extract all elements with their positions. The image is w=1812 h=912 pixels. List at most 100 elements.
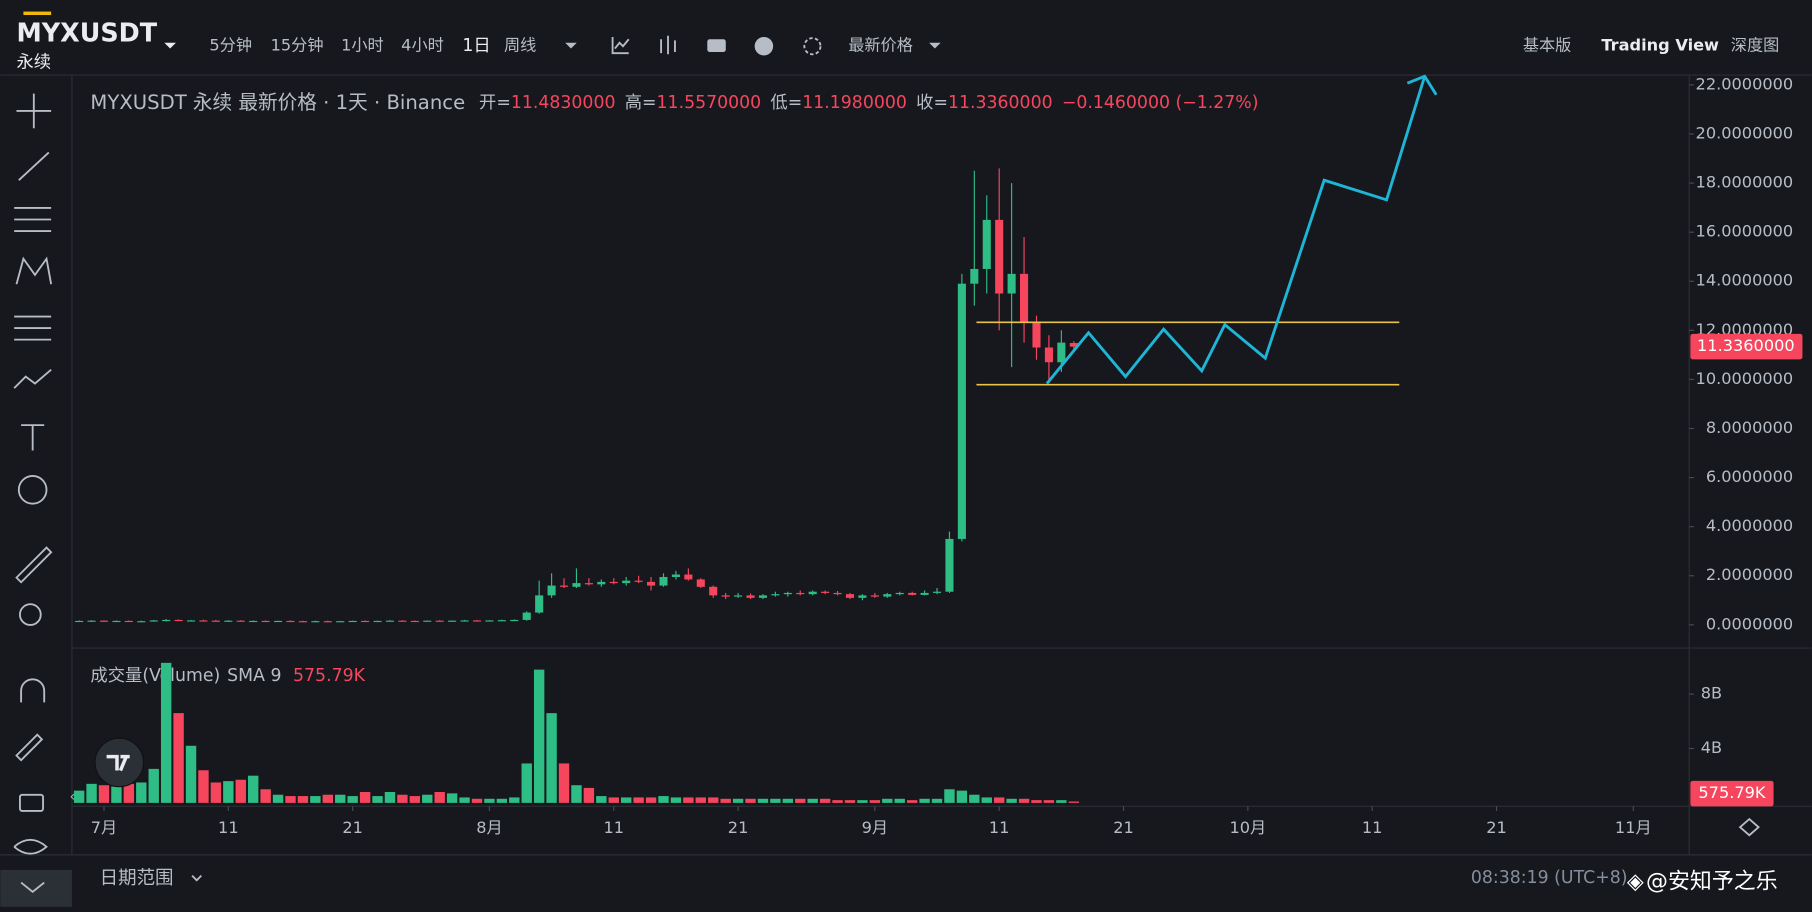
volume-bar <box>546 713 557 803</box>
candle-body <box>634 580 643 582</box>
user-drawings <box>976 74 1438 386</box>
volume-bar <box>285 796 296 803</box>
candle-body <box>995 219 1004 294</box>
volume-bar <box>931 798 943 803</box>
tv-logo[interactable] <box>94 737 145 788</box>
candle-body <box>348 620 357 623</box>
accent <box>23 11 52 16</box>
candle-body <box>684 574 693 580</box>
candle-body <box>1057 342 1066 363</box>
price-type[interactable]: 最新价格 <box>848 36 913 55</box>
interval[interactable]: 5分钟 <box>209 36 252 55</box>
scroll-left[interactable]: ‹ <box>70 789 76 805</box>
interval-active[interactable]: 1日 <box>462 36 490 56</box>
line-tool[interactable] <box>18 151 50 181</box>
zoom-tool[interactable] <box>19 603 42 626</box>
volume-bar <box>857 800 868 803</box>
volume-bar <box>844 800 856 803</box>
forecast-path[interactable] <box>1045 75 1427 385</box>
candle-body <box>870 595 879 597</box>
collapse-icon[interactable] <box>20 881 45 894</box>
drawing-tools <box>0 93 72 907</box>
interval[interactable]: 周线 <box>504 36 536 55</box>
view-tab-active[interactable]: Trading View <box>1601 36 1719 55</box>
candle-body <box>982 219 991 269</box>
candle-body <box>721 595 730 597</box>
hide-tool[interactable] <box>13 838 48 855</box>
candle-body <box>696 579 705 587</box>
tv-logo-mark <box>106 754 130 772</box>
candle-body <box>647 581 656 586</box>
candle-body <box>746 595 755 598</box>
volume-bar <box>471 798 483 803</box>
legend-change: −0.1460000 (−1.27%) <box>1062 93 1259 113</box>
candle-body <box>485 620 494 622</box>
candle-icon[interactable] <box>660 35 676 55</box>
text-tool[interactable] <box>21 424 45 451</box>
y-tick-label: 4.0000000 <box>1706 516 1793 535</box>
candle-body <box>783 592 792 595</box>
volume-bar <box>459 797 470 803</box>
emoji-tool[interactable] <box>17 475 48 505</box>
gann-tool[interactable] <box>14 315 52 341</box>
volume-bar <box>521 763 532 803</box>
settings-icon[interactable] <box>1738 817 1760 837</box>
candle-body <box>261 620 270 623</box>
camera-icon[interactable] <box>707 39 726 52</box>
volume-bar <box>683 797 694 803</box>
lock-draw-tool[interactable] <box>15 733 44 762</box>
date-range[interactable]: 日期范围 <box>100 868 174 889</box>
view-tab[interactable]: 基本版 <box>1523 36 1571 55</box>
price-badge <box>1690 333 1803 360</box>
volume-bar <box>993 797 1005 803</box>
x-tick-label: 9月 <box>862 818 888 837</box>
lock-tool[interactable] <box>19 793 44 812</box>
candle-body <box>99 620 109 622</box>
volume-bar <box>235 779 246 803</box>
volume-bar <box>409 796 421 803</box>
fib-tool[interactable] <box>14 207 52 232</box>
x-tick-label: 11 <box>603 818 624 837</box>
y-tick-label: 8.0000000 <box>1706 418 1793 437</box>
volume-bar <box>98 785 110 803</box>
ruler-tool[interactable] <box>15 546 53 584</box>
volume-title: 成交量(Volume) <box>90 666 220 686</box>
volume-bar <box>247 775 259 803</box>
dropdown-icon[interactable] <box>191 875 202 882</box>
y-tick-label: 6.0000000 <box>1706 467 1793 486</box>
view-tab[interactable]: 深度图 <box>1731 36 1779 55</box>
pattern-tool[interactable] <box>15 256 53 285</box>
legend-value: 11.3360000 <box>948 93 1053 113</box>
indicator-icon[interactable] <box>611 36 630 55</box>
dropdown-icon[interactable] <box>164 42 176 49</box>
x-tick-label: 21 <box>1113 818 1134 837</box>
candle-body <box>385 620 395 622</box>
dropdown-icon[interactable] <box>929 42 941 49</box>
settings-icon[interactable] <box>803 37 822 56</box>
candle-body <box>224 620 233 622</box>
interval[interactable]: 15分钟 <box>271 36 324 55</box>
volume-bar <box>297 796 309 803</box>
candle-body <box>1069 343 1078 347</box>
candle-body <box>1032 322 1041 348</box>
interval[interactable]: 1小时 <box>341 36 384 55</box>
y-tick-label: 22.0000000 <box>1696 74 1794 93</box>
x-tick-label: 7月 <box>91 818 117 837</box>
volume-sma: SMA 9 <box>227 666 281 686</box>
plot: 0.0000000 2.0000000 4.0000000 6.0000000 8.00… <box>73 74 1803 837</box>
interval[interactable]: 4小时 <box>401 36 444 55</box>
symbol[interactable]: MYXUSDT <box>16 18 157 48</box>
magnet-tool[interactable] <box>20 678 46 703</box>
candle-body <box>497 620 506 622</box>
candle-body <box>236 620 245 622</box>
add-icon[interactable] <box>754 36 774 56</box>
volume-bar <box>795 798 806 803</box>
crosshair-tool[interactable] <box>16 93 52 129</box>
volume-bar <box>1043 800 1055 803</box>
volume-bar <box>906 800 918 803</box>
dropdown-icon[interactable] <box>565 42 577 49</box>
volume-bar <box>832 800 843 803</box>
y-tick-label: 14.0000000 <box>1696 271 1794 290</box>
forecast-tool[interactable] <box>13 368 52 389</box>
volume-tick-label: 4B <box>1701 738 1722 757</box>
